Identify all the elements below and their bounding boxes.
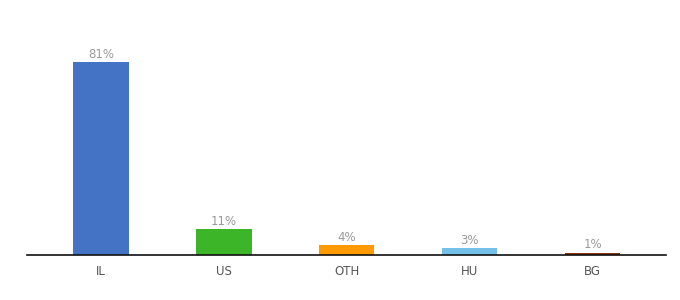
- Bar: [73, 62, 129, 255]
- Bar: [319, 245, 375, 255]
- Bar: [565, 253, 620, 255]
- Bar: [442, 248, 497, 255]
- Text: 1%: 1%: [583, 238, 602, 251]
- Text: 11%: 11%: [211, 214, 237, 228]
- Text: 81%: 81%: [88, 48, 114, 61]
- Text: 4%: 4%: [337, 231, 356, 244]
- Text: 3%: 3%: [460, 234, 479, 247]
- Bar: [197, 229, 252, 255]
